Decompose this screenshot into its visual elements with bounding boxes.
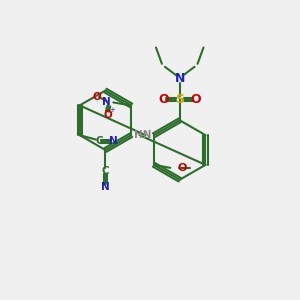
Text: S: S [175, 93, 184, 106]
Text: N: N [101, 182, 110, 192]
Text: N: N [110, 136, 118, 146]
Text: O: O [103, 110, 112, 120]
Text: N: N [175, 72, 185, 85]
Text: C: C [95, 136, 103, 146]
Text: O: O [158, 93, 169, 106]
Text: O: O [191, 93, 201, 106]
Text: N: N [102, 97, 110, 106]
Text: HN: HN [134, 130, 151, 140]
Text: C: C [102, 166, 109, 176]
Text: +: + [109, 107, 115, 113]
Text: O: O [178, 163, 187, 173]
Text: O: O [93, 92, 101, 101]
Text: -: - [98, 90, 100, 99]
